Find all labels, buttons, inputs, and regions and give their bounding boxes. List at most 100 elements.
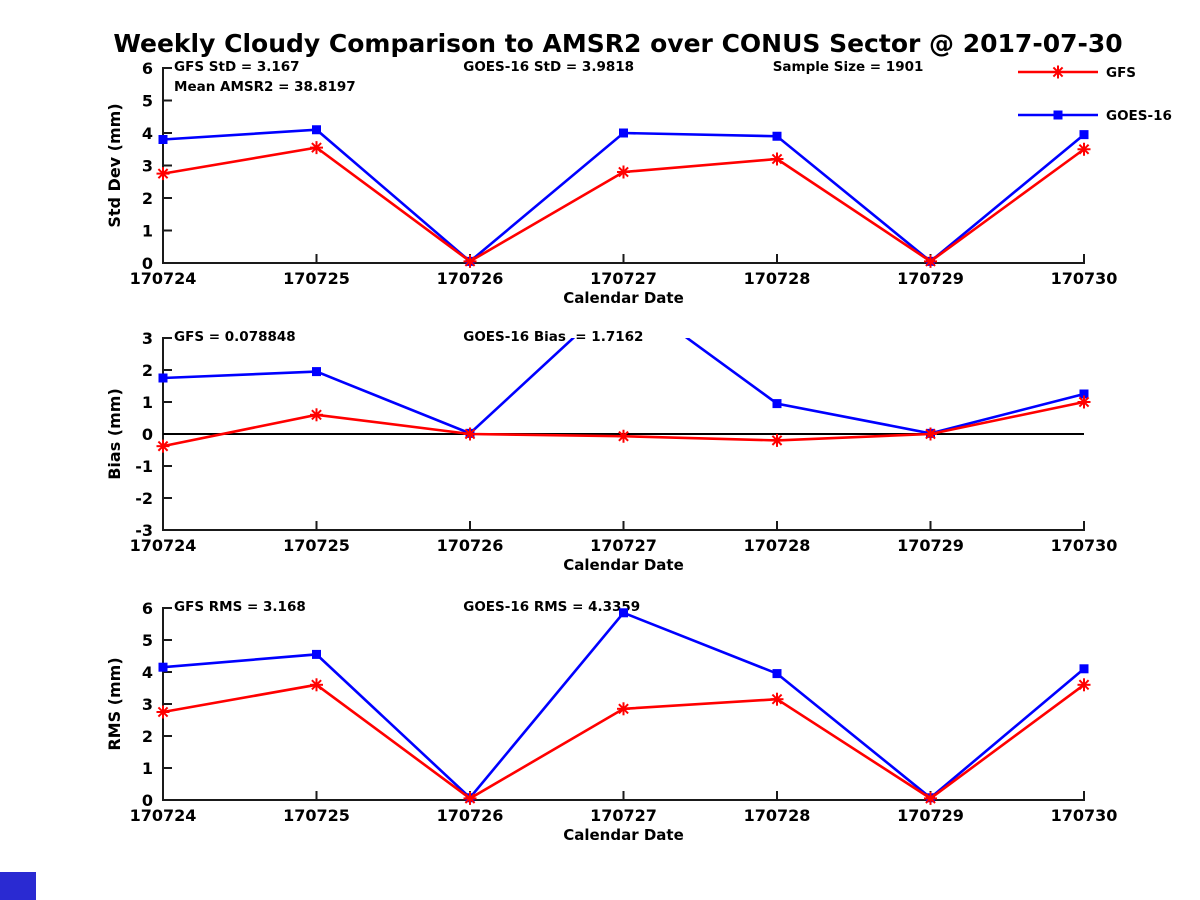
square-marker-icon xyxy=(158,373,168,383)
asterisk-marker-icon xyxy=(617,702,630,716)
x-tick-label: 170726 xyxy=(437,536,504,555)
square-marker-icon xyxy=(1079,389,1089,399)
x-tick-label: 170728 xyxy=(744,806,811,825)
y-tick-label: 1 xyxy=(142,393,153,412)
square-marker-icon xyxy=(312,125,321,135)
x-tick-label: 170728 xyxy=(744,269,811,288)
x-tick-label: 170729 xyxy=(897,536,964,555)
series-gfs xyxy=(156,395,1091,453)
square-marker-icon xyxy=(158,135,168,144)
y-tick-label: 5 xyxy=(142,631,153,650)
x-tick-label: 170730 xyxy=(1051,536,1118,555)
y-tick-label: 1 xyxy=(142,759,153,778)
square-marker-icon xyxy=(619,128,628,138)
axes: 0 1 2 3 4 5 6 170724 170725 170726 170727 170728 170… xyxy=(130,599,1118,825)
subplot-bias: -3 -2 -1 0 1 2 3 170724 170725 170726 170727 170728… xyxy=(105,329,1118,574)
asterisk-marker-icon xyxy=(1051,65,1065,79)
series-line xyxy=(162,683,1085,800)
asterisk-marker-icon xyxy=(1077,678,1091,692)
legend: GFS GOES-16 xyxy=(1018,65,1172,124)
series-line xyxy=(162,146,1085,263)
asterisk-marker-icon xyxy=(770,692,784,706)
asterisk-marker-icon xyxy=(924,254,937,268)
x-tick-label: 170726 xyxy=(437,806,504,825)
square-marker-icon xyxy=(772,131,782,141)
asterisk-marker-icon xyxy=(156,439,170,453)
x-tick-label: 170724 xyxy=(130,536,197,555)
x-tick-label: 170727 xyxy=(590,269,657,288)
y-tick-label: 4 xyxy=(142,124,153,143)
series-goes-16 xyxy=(158,125,1089,266)
series-goes-16 xyxy=(158,338,1089,438)
x-tick-label: 170729 xyxy=(897,806,964,825)
asterisk-marker-icon xyxy=(463,254,477,268)
asterisk-marker-icon xyxy=(617,165,630,179)
x-tick-label: 170726 xyxy=(437,269,504,288)
x-tick-label: 170730 xyxy=(1051,806,1118,825)
axes: 0 1 2 3 4 5 6 170724 170725 170726 170727 170728 170… xyxy=(130,59,1118,288)
annotation: GOES-16 Bias = 1.7162 xyxy=(463,329,643,345)
axes: -3 -2 -1 0 1 2 3 170724 170725 170726 170727 170728… xyxy=(130,329,1118,555)
square-marker-icon xyxy=(312,649,321,659)
y-tick-label: 3 xyxy=(142,695,153,714)
plot-area xyxy=(156,125,1091,268)
x-axis-label: Calendar Date xyxy=(563,556,684,574)
annotation: GOES-16 StD = 3.9818 xyxy=(463,59,634,75)
square-marker-icon xyxy=(1079,664,1089,674)
annotation: GFS = 0.078848 xyxy=(174,329,296,345)
x-tick-label: 170730 xyxy=(1051,269,1118,288)
y-tick-label: 2 xyxy=(142,361,153,380)
asterisk-marker-icon xyxy=(1077,142,1091,156)
square-marker-icon xyxy=(158,662,168,672)
legend-label: GFS xyxy=(1106,65,1136,81)
square-marker-icon xyxy=(1053,110,1063,120)
asterisk-marker-icon xyxy=(310,678,323,692)
x-tick-label: 170725 xyxy=(283,536,350,555)
y-tick-label: 0 xyxy=(142,791,153,810)
asterisk-marker-icon xyxy=(310,141,323,155)
asterisk-marker-icon xyxy=(617,429,630,443)
y-tick-label: 2 xyxy=(142,727,153,746)
square-marker-icon xyxy=(619,608,628,618)
asterisk-marker-icon xyxy=(156,167,170,181)
y-tick-label: 3 xyxy=(142,329,153,348)
x-tick-label: 170724 xyxy=(130,806,197,825)
y-tick-label: -3 xyxy=(135,521,153,540)
asterisk-marker-icon xyxy=(924,427,937,441)
x-tick-label: 170727 xyxy=(590,806,657,825)
square-marker-icon xyxy=(312,367,321,377)
x-tick-label: 170728 xyxy=(744,536,811,555)
square-marker-icon xyxy=(772,399,782,409)
y-axis-label: Bias (mm) xyxy=(105,388,124,480)
asterisk-marker-icon xyxy=(310,408,323,422)
asterisk-marker-icon xyxy=(156,705,170,719)
series-line xyxy=(162,338,1085,435)
x-tick-label: 170724 xyxy=(130,269,197,288)
subplot-rms: 0 1 2 3 4 5 6 170724 170725 170726 170727 170728 170… xyxy=(105,599,1117,844)
plot-area xyxy=(156,338,1091,453)
series-gfs xyxy=(156,678,1091,805)
x-tick-label: 170729 xyxy=(897,269,964,288)
asterisk-marker-icon xyxy=(924,791,937,805)
y-tick-label: 5 xyxy=(142,92,153,111)
x-tick-label: 170725 xyxy=(283,806,350,825)
y-tick-label: 2 xyxy=(142,189,153,208)
y-axis-label: Std Dev (mm) xyxy=(105,103,124,227)
legend-label: GOES-16 xyxy=(1106,108,1172,124)
x-tick-label: 170725 xyxy=(283,269,350,288)
asterisk-marker-icon xyxy=(770,152,784,166)
y-tick-label: 3 xyxy=(142,157,153,176)
annotation: Mean AMSR2 = 38.8197 xyxy=(174,79,356,95)
y-tick-label: 4 xyxy=(142,663,153,682)
square-marker-icon xyxy=(1079,130,1089,140)
square-marker-icon xyxy=(772,669,782,679)
annotation: GFS StD = 3.167 xyxy=(174,59,300,75)
annotation: GFS RMS = 3.168 xyxy=(174,599,306,615)
asterisk-marker-icon xyxy=(770,433,784,447)
x-axis-label: Calendar Date xyxy=(563,826,684,844)
plot-area xyxy=(156,608,1091,805)
subplot-std: 0 1 2 3 4 5 6 170724 170725 170726 170727 170728 170… xyxy=(105,59,1172,307)
asterisk-marker-icon xyxy=(463,791,477,805)
